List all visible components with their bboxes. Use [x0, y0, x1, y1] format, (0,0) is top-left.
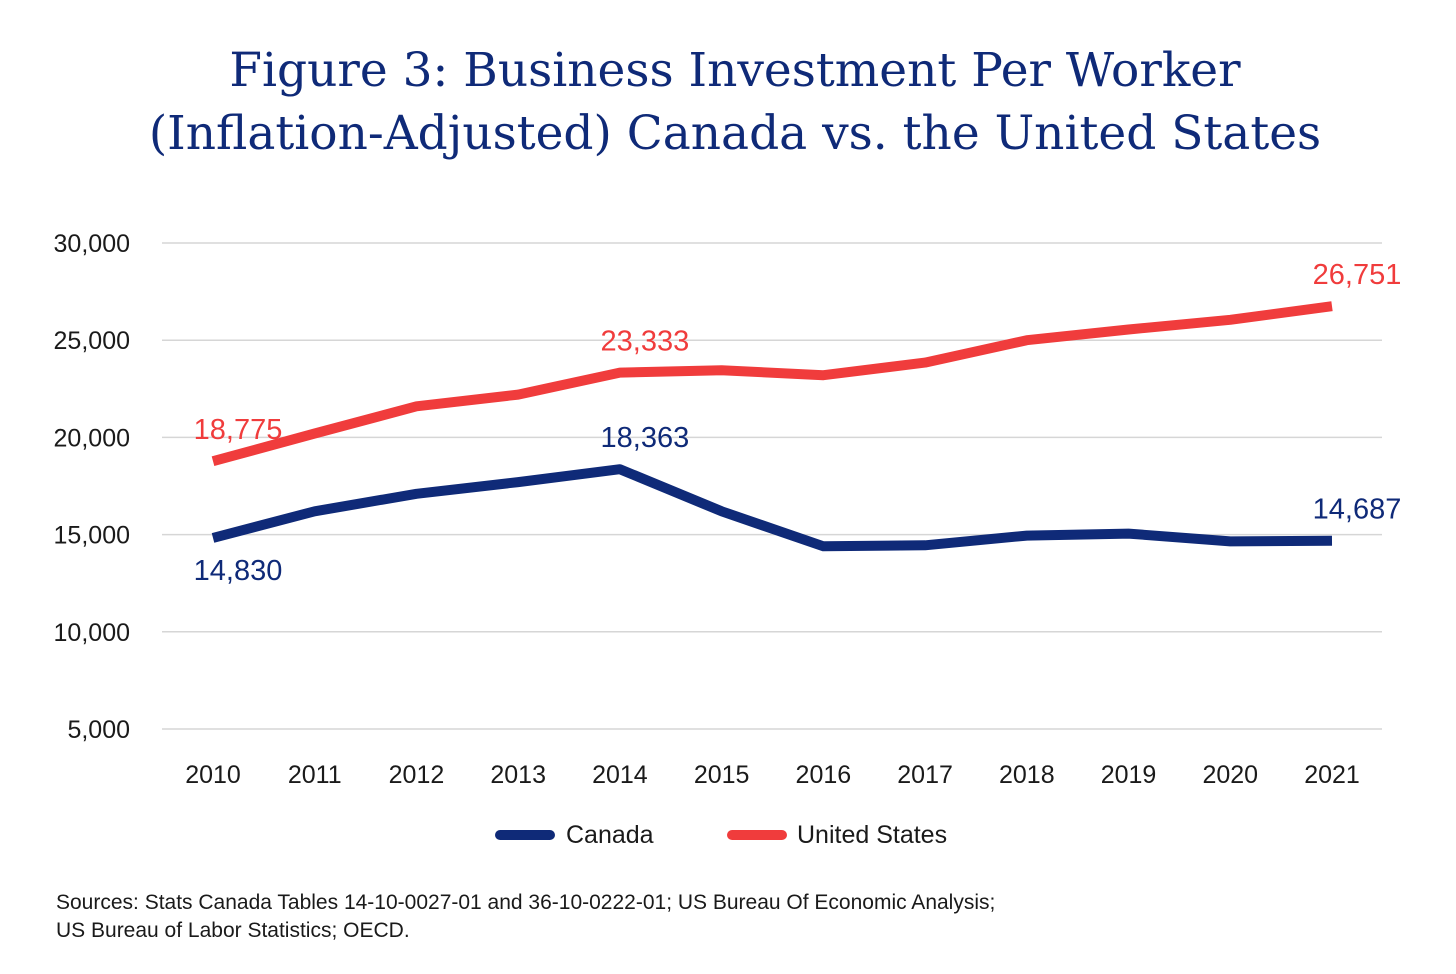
y-tick-label: 15,000 — [54, 522, 130, 550]
x-tick-label: 2016 — [796, 761, 852, 789]
series-lines — [211, 301, 1333, 552]
y-tick-label: 20,000 — [54, 424, 130, 452]
x-tick-label: 2021 — [1304, 761, 1360, 789]
x-tick-label: 2019 — [1101, 761, 1157, 789]
sources-line-1: Sources: Stats Canada Tables 14-10-0027-… — [56, 891, 996, 914]
canada-data-label: 14,687 — [1313, 494, 1402, 526]
canada-data-label: 18,363 — [601, 422, 690, 454]
y-axis-ticks: 5,000 10,000 15,000 20,000 25,000 30,000 — [54, 230, 130, 744]
canada-data-label: 14,830 — [194, 555, 283, 587]
x-tick-label: 2012 — [389, 761, 445, 789]
united-states-data-label: 26,751 — [1313, 259, 1402, 291]
united-states-data-label: 23,333 — [601, 326, 690, 358]
x-tick-label: 2011 — [288, 761, 342, 789]
chart-title-line-2: (Inflation-Adjusted) Canada vs. the Unit… — [148, 106, 1322, 161]
x-tick-label: 2015 — [694, 761, 750, 789]
x-tick-label: 2013 — [490, 761, 546, 789]
x-tick-label: 2017 — [897, 761, 953, 789]
y-tick-label: 5,000 — [67, 716, 130, 744]
united-states-legend-label: United States — [797, 821, 947, 849]
data-labels: 14,830 18,363 14,687 18,775 23,333 26,751 — [194, 259, 1402, 587]
x-tick-label: 2018 — [999, 761, 1055, 789]
x-axis-ticks: 2010 2011 2012 2013 2014 2015 2016 2017 2018 2019… — [185, 761, 1360, 789]
canada-legend-label: Canada — [566, 821, 654, 849]
x-tick-label: 2014 — [592, 761, 648, 789]
canada-line — [211, 464, 1333, 552]
x-tick-label: 2020 — [1202, 761, 1258, 789]
chart-title-line-1: Figure 3: Business Investment Per Worker — [229, 43, 1241, 98]
y-tick-label: 25,000 — [54, 327, 130, 355]
united-states-data-label: 18,775 — [194, 414, 283, 446]
sources-line-2: US Bureau of Labor Statistics; OECD. — [56, 919, 410, 942]
gridlines — [162, 242, 1382, 730]
chart: 5,000 10,000 15,000 20,000 25,000 30,000 2010… — [54, 230, 1402, 849]
y-tick-label: 10,000 — [54, 619, 130, 647]
legend: Canada United States — [495, 821, 947, 849]
y-tick-label: 30,000 — [54, 230, 130, 258]
united-states-line — [211, 301, 1333, 467]
x-tick-label: 2010 — [185, 761, 241, 789]
